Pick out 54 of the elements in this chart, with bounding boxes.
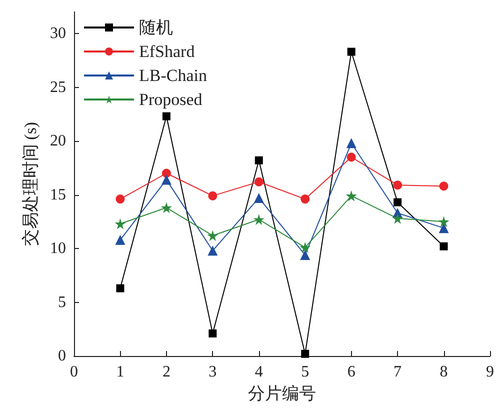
point: [162, 168, 171, 178]
x-axis-title: 分片编号: [248, 384, 316, 403]
point: [438, 216, 450, 228]
point: [116, 194, 125, 204]
point: [208, 329, 217, 338]
x-tick-label: 5: [301, 364, 310, 380]
point: [300, 250, 310, 260]
point: [301, 350, 310, 358]
point: [300, 242, 311, 253]
point: [438, 223, 449, 234]
point: [162, 112, 170, 120]
x-tick-label: 6: [347, 364, 356, 380]
x-tick-label: 9: [486, 364, 494, 380]
y-tick-label: 0: [58, 348, 66, 364]
point: [254, 156, 263, 164]
point: [114, 218, 126, 230]
point: [347, 48, 356, 56]
point: [346, 152, 356, 162]
point: [116, 284, 124, 292]
x-tick-label: 4: [254, 364, 263, 380]
y-axis-title: 交易处理时间 (s): [21, 122, 40, 246]
point: [254, 192, 264, 203]
x-tick-label: 1: [116, 364, 124, 380]
x-tick-label: 0: [70, 364, 78, 380]
x-tick-label: 8: [440, 364, 448, 380]
y-tick-label: 30: [50, 25, 66, 42]
point: [253, 214, 264, 225]
point: [161, 174, 172, 185]
y-tick-label: 10: [50, 240, 66, 257]
legend-label: LB-Chain: [139, 66, 208, 85]
legend-label: EfShard: [139, 42, 196, 61]
y-tick-label: 5: [58, 294, 66, 311]
point: [392, 212, 404, 224]
legend-label: 随机: [139, 18, 173, 37]
x-tick-label: 2: [162, 364, 170, 380]
legend-label: Proposed: [139, 90, 203, 109]
point: [346, 138, 356, 148]
y-tick-label: 15: [50, 186, 66, 204]
point: [207, 230, 218, 242]
point: [115, 234, 126, 245]
point: [346, 190, 357, 202]
point: [254, 177, 264, 186]
y-tick-label: 20: [50, 132, 66, 150]
point: [394, 198, 402, 206]
x-tick-label: 7: [394, 364, 402, 380]
point: [160, 202, 172, 214]
point: [439, 182, 448, 191]
point: [440, 242, 448, 250]
point: [393, 180, 402, 190]
point: [208, 191, 218, 200]
x-tick-label: 3: [208, 364, 217, 380]
point: [208, 246, 218, 256]
y-tick-label: 25: [50, 78, 66, 96]
point: [300, 194, 310, 204]
